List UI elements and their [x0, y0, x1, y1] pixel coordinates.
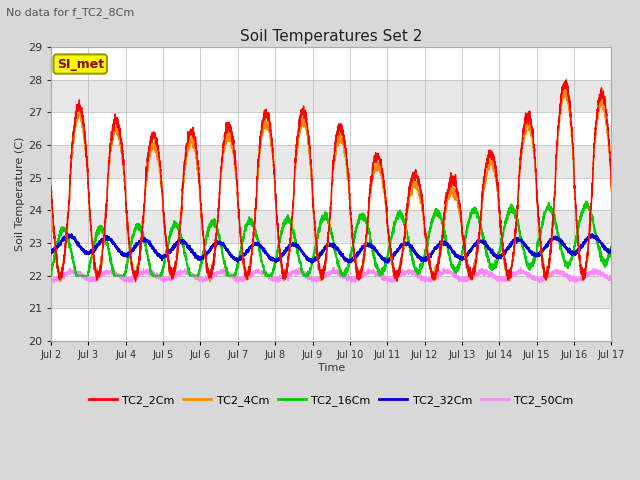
X-axis label: Time: Time [317, 363, 345, 373]
Text: No data for f_TC2_8Cm: No data for f_TC2_8Cm [6, 7, 134, 18]
Bar [51, 145, 611, 178]
Bar [51, 276, 611, 308]
Title: Soil Temperatures Set 2: Soil Temperatures Set 2 [240, 29, 422, 44]
Bar [51, 14, 611, 47]
Text: SI_met: SI_met [57, 58, 104, 71]
Legend: TC2_2Cm, TC2_4Cm, TC2_16Cm, TC2_32Cm, TC2_50Cm: TC2_2Cm, TC2_4Cm, TC2_16Cm, TC2_32Cm, TC… [84, 391, 578, 410]
Bar [51, 210, 611, 243]
Bar [51, 80, 611, 112]
Y-axis label: Soil Temperature (C): Soil Temperature (C) [15, 137, 25, 251]
